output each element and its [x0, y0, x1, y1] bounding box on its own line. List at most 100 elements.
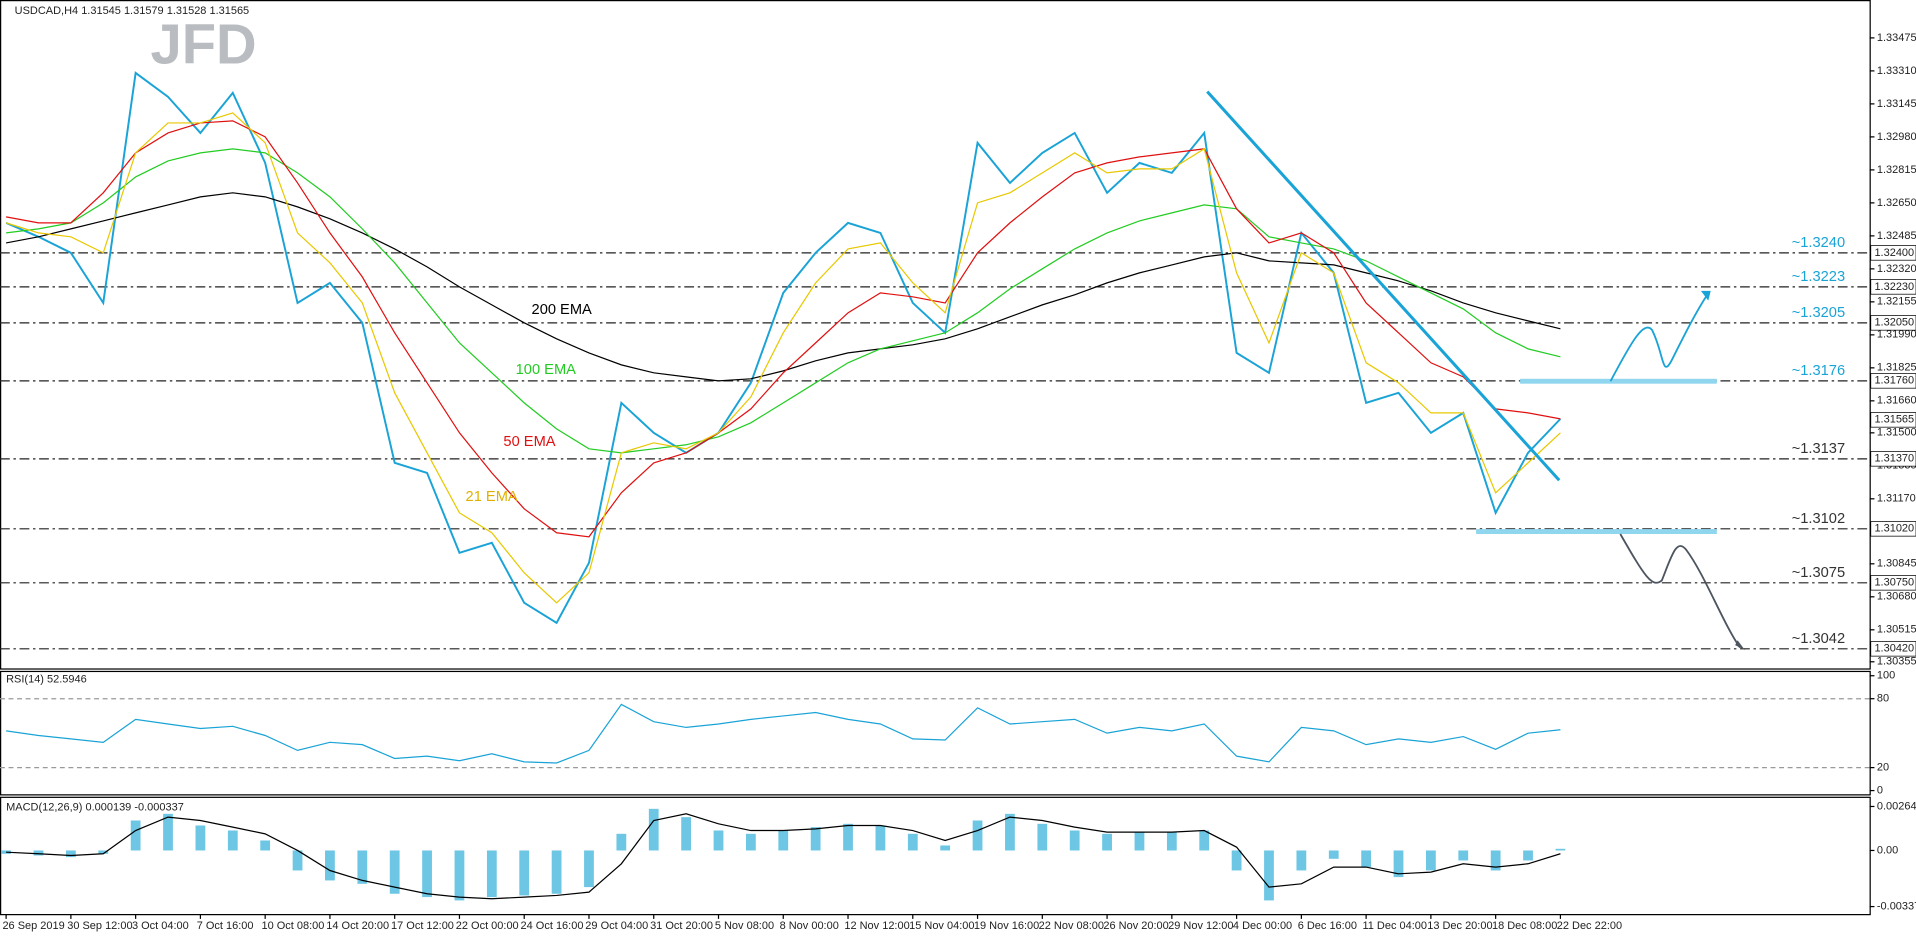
histogram-bar: [745, 833, 756, 851]
histogram-bar: [65, 850, 76, 858]
histogram-bar: [648, 808, 659, 851]
y-tick-label: 1.31660: [1877, 395, 1916, 407]
x-tick-label: 7 Oct 16:00: [197, 920, 254, 932]
macd-title: MACD(12,26,9) 0.000139 -0.000337: [6, 802, 184, 814]
y-tick-label: 1.32485: [1877, 230, 1916, 242]
y-tick-label: 1.31825: [1877, 362, 1916, 374]
histogram-bar: [357, 850, 368, 884]
y-tick-label: 1.31990: [1877, 329, 1916, 341]
arrow-head: [1735, 640, 1745, 651]
histogram-bar: [195, 825, 206, 851]
y-tick-label: 1.30355: [1877, 656, 1916, 668]
level-box-label: 1.32400: [1874, 247, 1914, 259]
y-tick-label: 1.33475: [1877, 32, 1916, 44]
y-tick-label: 1.32320: [1877, 263, 1916, 275]
x-tick-label: 22 Nov 08:00: [1039, 920, 1104, 932]
x-tick-label: 11 Dec 04:00: [1362, 920, 1427, 932]
histogram-bar: [1069, 830, 1080, 851]
x-tick-label: 22 Dec 22:00: [1557, 920, 1622, 932]
histogram-bar: [972, 820, 983, 851]
y-tick-label: 0.00: [1877, 844, 1898, 856]
histogram-bar: [778, 830, 789, 851]
y-tick-label: 20: [1877, 762, 1889, 774]
x-tick-label: 22 Oct 00:00: [456, 920, 519, 932]
y-tick-label: 1.32155: [1877, 296, 1916, 308]
histogram-bar: [163, 813, 173, 851]
level-label: ~1.3205: [1792, 305, 1845, 321]
histogram-bar: [422, 850, 432, 898]
x-tick-label: 6 Dec 16:00: [1298, 920, 1357, 932]
histogram-bar: [292, 850, 303, 871]
arrow-head: [1700, 290, 1711, 301]
histogram-bar: [1, 850, 12, 854]
y-tick-label: 1.30515: [1877, 624, 1916, 636]
plot: 1.33475 1.33310 1.33145 1.32980 1.32815 1.326…: [0, 32, 1916, 932]
histogram-bar: [486, 850, 497, 898]
histogram-bar: [454, 850, 465, 901]
level-label: ~1.3042: [1792, 631, 1845, 647]
y-tick-label: 80: [1877, 693, 1889, 705]
down-scenario: [1619, 533, 1741, 649]
histogram-bar: [1005, 813, 1015, 851]
series-line: [6, 813, 1561, 900]
level-box-label: 1.30420: [1874, 643, 1914, 655]
x-tick-label: 26 Sep 2019: [2, 920, 64, 932]
series-line: [5, 112, 1561, 604]
histogram-bar: [130, 820, 141, 851]
histogram-bar: [713, 830, 724, 851]
x-tick-label: 13 Dec 20:00: [1427, 920, 1492, 932]
y-tick-label: 1.32815: [1877, 164, 1916, 176]
level-box-label: 1.31020: [1874, 523, 1914, 535]
rsi-title: RSI(14) 52.5946: [6, 673, 87, 685]
histogram-bar: [681, 817, 692, 851]
histogram-bar: [33, 850, 44, 856]
x-tick-label: 8 Nov 00:00: [780, 920, 839, 932]
histogram-bar: [551, 850, 562, 894]
histogram-bar: [1199, 830, 1210, 851]
histogram-bar: [325, 850, 335, 881]
histogram-bar: [260, 840, 271, 851]
histogram-bar: [843, 823, 853, 851]
y-tick-label: 1.30680: [1877, 591, 1916, 603]
x-tick-label: 26 Nov 20:00: [1103, 920, 1168, 932]
y-tick-label: 1.31500: [1877, 427, 1916, 439]
histogram-bar: [1393, 850, 1404, 878]
level-box-label: 1.32230: [1874, 281, 1914, 293]
up-scenario: [1609, 292, 1710, 382]
histogram-bar: [519, 850, 530, 896]
y-tick-label: 0.002642: [1877, 800, 1916, 812]
x-tick-label: 30 Sep 12:00: [67, 920, 132, 932]
x-tick-label: 12 Nov 12:00: [844, 920, 909, 932]
y-tick-label: -0.00337: [1877, 900, 1916, 912]
histogram-bar: [907, 833, 918, 851]
x-tick-label: 17 Oct 12:00: [391, 920, 454, 932]
trend-line: [1206, 90, 1561, 482]
series-line: [6, 120, 1561, 538]
histogram-bar: [1134, 832, 1145, 851]
y-tick-label: 1.30845: [1877, 558, 1916, 570]
ema-label: 21 EMA: [466, 489, 518, 505]
x-tick-label: 31 Oct 20:00: [650, 920, 713, 932]
series-line: [6, 703, 1561, 764]
y-tick-label: 1.32650: [1877, 197, 1916, 209]
y-tick-label: 100: [1877, 670, 1895, 682]
level-box-label: 1.32050: [1874, 317, 1914, 329]
histogram-bar: [1555, 848, 1566, 851]
x-tick-label: 29 Oct 04:00: [585, 920, 648, 932]
y-tick-label: 1.31170: [1877, 493, 1916, 505]
histogram-bar: [389, 850, 400, 894]
level-box-label: 1.31370: [1874, 453, 1914, 465]
level-label: ~1.3223: [1792, 269, 1845, 285]
histogram-bar: [875, 825, 886, 851]
histogram-bar: [1328, 850, 1339, 859]
y-tick-label: 1.33310: [1877, 65, 1916, 77]
zone: [1520, 378, 1717, 384]
y-tick-label: 1.33145: [1877, 98, 1916, 110]
histogram-bar: [98, 850, 109, 854]
ema-label: 50 EMA: [503, 434, 555, 450]
histogram-bar: [1296, 850, 1307, 871]
macd-pane: [0, 796, 1871, 916]
